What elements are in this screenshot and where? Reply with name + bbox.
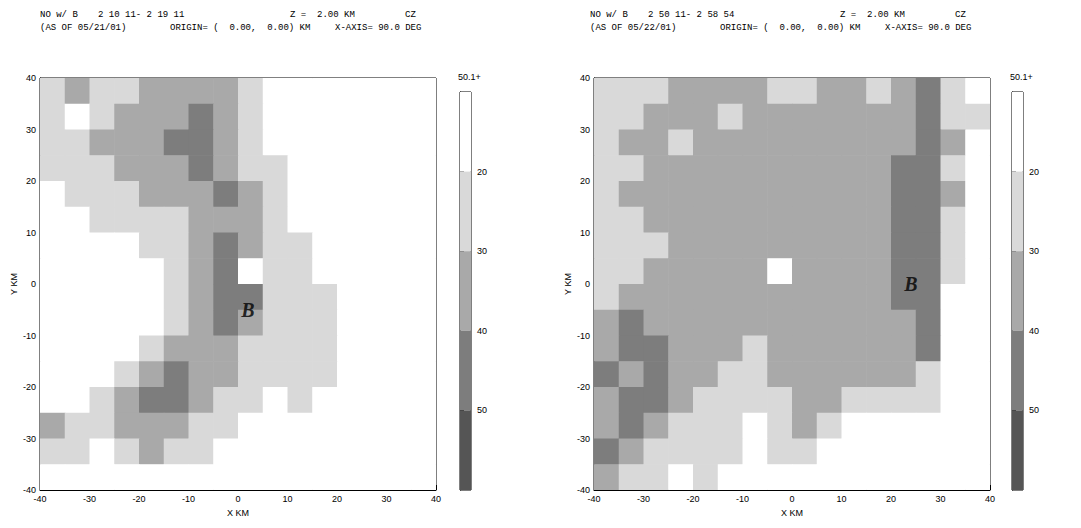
svg-text:-30: -30 [637, 494, 650, 504]
svg-text:40: 40 [580, 73, 590, 83]
svg-text:0: 0 [31, 279, 36, 289]
svg-text:50: 50 [477, 405, 487, 415]
svg-text:40: 40 [477, 326, 487, 336]
svg-text:0: 0 [585, 279, 590, 289]
svg-text:2 10 11- 2 19 11: 2 10 11- 2 19 11 [98, 10, 184, 20]
svg-text:-20: -20 [132, 494, 145, 504]
svg-text:-30: -30 [577, 434, 590, 444]
svg-text:30: 30 [477, 246, 487, 256]
svg-text:40: 40 [985, 494, 995, 504]
svg-text:X-AXIS= 90.0 DEG: X-AXIS= 90.0 DEG [885, 23, 971, 33]
svg-text:X KM: X KM [227, 508, 249, 518]
svg-text:ORIGIN= ( 0.00, 0.00) KM: ORIGIN= ( 0.00, 0.00) KM [170, 23, 310, 33]
svg-text:40: 40 [1029, 326, 1039, 336]
svg-text:50.1+: 50.1+ [1010, 72, 1033, 82]
svg-text:30: 30 [1029, 246, 1039, 256]
svg-text:0: 0 [235, 494, 240, 504]
svg-text:-30: -30 [23, 434, 36, 444]
svg-text:30: 30 [935, 494, 945, 504]
svg-text:20: 20 [886, 494, 896, 504]
svg-text:-10: -10 [182, 494, 195, 504]
svg-text:X KM: X KM [781, 508, 803, 518]
svg-text:-10: -10 [736, 494, 749, 504]
svg-text:Y KM: Y KM [9, 273, 19, 295]
svg-text:0: 0 [789, 494, 794, 504]
svg-text:-10: -10 [23, 331, 36, 341]
svg-text:-20: -20 [686, 494, 699, 504]
svg-text:40: 40 [26, 73, 36, 83]
svg-text:40: 40 [431, 494, 441, 504]
svg-text:CZ: CZ [955, 10, 966, 20]
svg-text:Y KM: Y KM [563, 273, 573, 295]
svg-text:NO w/ B: NO w/ B [590, 10, 628, 20]
svg-text:CZ: CZ [405, 10, 416, 20]
svg-text:-10: -10 [577, 331, 590, 341]
svg-text:20: 20 [26, 176, 36, 186]
svg-text:20: 20 [1029, 167, 1039, 177]
svg-text:30: 30 [26, 125, 36, 135]
svg-text:-40: -40 [587, 494, 600, 504]
svg-text:B: B [240, 299, 254, 321]
svg-text:30: 30 [381, 494, 391, 504]
svg-text:20: 20 [332, 494, 342, 504]
svg-text:10: 10 [836, 494, 846, 504]
svg-text:ORIGIN= ( 0.00, 0.00) KM: ORIGIN= ( 0.00, 0.00) KM [720, 23, 860, 33]
svg-text:-40: -40 [23, 485, 36, 495]
svg-text:(AS OF 05/21/01): (AS OF 05/21/01) [40, 23, 126, 33]
svg-text:X-AXIS= 90.0 DEG: X-AXIS= 90.0 DEG [335, 23, 421, 33]
svg-text:30: 30 [580, 125, 590, 135]
svg-text:20: 20 [477, 167, 487, 177]
svg-text:50.1+: 50.1+ [458, 72, 481, 82]
svg-text:50: 50 [1029, 405, 1039, 415]
svg-text:Z = 2.00 KM: Z = 2.00 KM [290, 10, 355, 20]
svg-text:-40: -40 [33, 494, 46, 504]
svg-text:-30: -30 [83, 494, 96, 504]
svg-text:10: 10 [26, 228, 36, 238]
svg-text:NO w/ B: NO w/ B [40, 10, 78, 20]
svg-text:-20: -20 [23, 382, 36, 392]
svg-text:10: 10 [282, 494, 292, 504]
svg-text:Z = 2.00 KM: Z = 2.00 KM [840, 10, 905, 20]
svg-text:-20: -20 [577, 382, 590, 392]
svg-text:-40: -40 [577, 485, 590, 495]
svg-text:10: 10 [580, 228, 590, 238]
svg-text:2 50 11- 2 58 54: 2 50 11- 2 58 54 [648, 10, 734, 20]
svg-text:20: 20 [580, 176, 590, 186]
svg-text:B: B [903, 273, 917, 295]
svg-text:(AS OF 05/22/01): (AS OF 05/22/01) [590, 23, 676, 33]
